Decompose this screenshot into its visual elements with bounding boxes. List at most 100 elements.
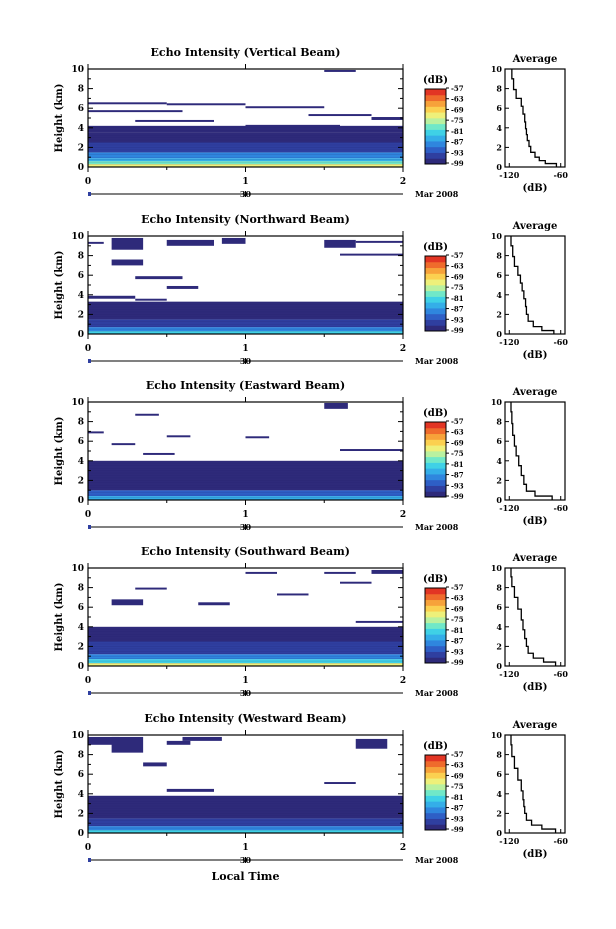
- colorbar-segment: [425, 485, 446, 492]
- date-day-label: 30: [240, 356, 252, 366]
- heatmap-patch: [324, 571, 356, 574]
- colorbar-tick-label: -93: [451, 481, 464, 490]
- panel-title: Echo Intensity (Vertical Beam): [150, 46, 340, 59]
- colorbar-tick-label: -63: [451, 594, 464, 603]
- heatmap-patch: [245, 124, 340, 128]
- average-profile-line: [510, 402, 553, 500]
- colorbar-title: (dB): [423, 75, 448, 86]
- average-y-tick-label: 0: [496, 828, 502, 838]
- colorbar-tick-label: -81: [451, 460, 464, 469]
- colorbar-segment: [425, 491, 446, 498]
- average-x-tick-label: -60: [553, 669, 568, 679]
- colorbar-segment: [425, 273, 446, 280]
- colorbar-segment: [425, 778, 446, 785]
- colorbar-segment: [425, 112, 446, 119]
- heatmap-layer: [88, 626, 403, 642]
- average-y-tick-label: 4: [496, 290, 502, 300]
- colorbar-tick-label: -99: [451, 159, 464, 168]
- colorbar-tick-label: -93: [451, 315, 464, 324]
- heatmap-layer: [88, 319, 403, 328]
- heatmap-layer: [88, 490, 403, 497]
- colorbar-tick-label: -57: [451, 84, 464, 93]
- heatmap-patch: [324, 402, 348, 409]
- colorbar-segment: [425, 450, 446, 458]
- colorbar-tick-label: -93: [451, 148, 464, 157]
- date-axis-start-marker: [88, 192, 91, 196]
- x-tick-label: 1: [242, 676, 248, 686]
- colorbar-segment: [425, 783, 446, 791]
- colorbar-segment: [425, 605, 446, 612]
- colorbar-tick-label: -81: [451, 626, 464, 635]
- heatmap-layer: [88, 301, 403, 320]
- heatmap-layer: [88, 142, 403, 153]
- colorbar-segment: [425, 634, 446, 641]
- heatmap-patch: [135, 298, 167, 301]
- average-profile-line: [510, 735, 557, 833]
- y-tick-label: 8: [78, 584, 84, 594]
- y-tick-label: 6: [78, 603, 84, 613]
- colorbar-segment: [425, 651, 446, 658]
- x-tick-label: 0: [85, 510, 91, 520]
- y-axis-label: Height (km): [54, 583, 65, 652]
- colorbar-segment: [425, 772, 446, 779]
- average-y-tick-label: 8: [496, 84, 502, 94]
- heatmap-patch: [308, 114, 372, 117]
- colorbar-tick-label: -69: [451, 438, 464, 447]
- average-y-tick-label: 4: [496, 456, 502, 466]
- colorbar-segment: [425, 290, 446, 297]
- colorbar-segment: [425, 284, 446, 292]
- y-tick-label: 8: [78, 252, 84, 262]
- y-tick-label: 0: [78, 163, 84, 173]
- average-profile-line: [510, 236, 555, 334]
- colorbar-tick-label: -87: [451, 138, 464, 147]
- colorbar-segment: [425, 456, 446, 463]
- colorbar-segment: [425, 611, 446, 618]
- average-y-tick-label: 2: [496, 808, 502, 818]
- average-x-tick-label: -120: [499, 669, 519, 679]
- colorbar-title: (dB): [423, 242, 448, 253]
- colorbar-segment: [425, 657, 446, 664]
- heatmap-patch: [340, 581, 372, 584]
- colorbar-segment: [425, 279, 446, 286]
- x-tick-label: 2: [400, 843, 406, 853]
- colorbar-segment: [425, 766, 446, 773]
- heatmap-patch: [371, 117, 403, 120]
- average-y-tick-label: 4: [496, 123, 502, 133]
- colorbar-title: (dB): [423, 574, 448, 585]
- average-x-tick-label: -60: [553, 170, 568, 180]
- date-label: Mar 2008: [415, 189, 459, 199]
- average-x-tick-label: -120: [499, 170, 519, 180]
- average-title: Average: [512, 553, 558, 564]
- average-x-label: (dB): [523, 350, 548, 361]
- average-y-tick-label: 6: [496, 602, 502, 612]
- colorbar-segment: [425, 645, 446, 652]
- y-tick-label: 10: [71, 398, 84, 408]
- colorbar-tick-label: -69: [451, 272, 464, 281]
- average-y-tick-label: 0: [496, 495, 502, 505]
- date-label: Mar 2008: [415, 522, 459, 532]
- average-y-tick-label: 4: [496, 789, 502, 799]
- average-x-tick-label: -60: [553, 503, 568, 513]
- colorbar-segment: [425, 261, 446, 269]
- average-title: Average: [512, 221, 558, 232]
- colorbar-tick-label: -99: [451, 658, 464, 667]
- y-tick-label: 10: [71, 232, 84, 242]
- colorbar-tick-label: -69: [451, 771, 464, 780]
- colorbar-tick-label: -69: [451, 604, 464, 613]
- colorbar-frame: [424, 421, 447, 498]
- colorbar-tick-label: -93: [451, 814, 464, 823]
- heatmap-patch: [88, 102, 167, 105]
- average-frame: [504, 68, 566, 168]
- colorbar-segment: [425, 812, 446, 819]
- average-y-tick-label: 2: [496, 475, 502, 485]
- y-tick-label: 2: [78, 476, 84, 486]
- colorbar-frame: [424, 88, 447, 165]
- y-axis-label: Height (km): [54, 251, 65, 320]
- average-x-label: (dB): [523, 682, 548, 693]
- heatmap-layer: [88, 132, 403, 143]
- average-x-tick-label: -120: [499, 836, 519, 846]
- colorbar-segment: [425, 588, 446, 595]
- average-frame: [504, 401, 566, 501]
- y-tick-label: 2: [78, 642, 84, 652]
- colorbar-segment: [425, 760, 446, 768]
